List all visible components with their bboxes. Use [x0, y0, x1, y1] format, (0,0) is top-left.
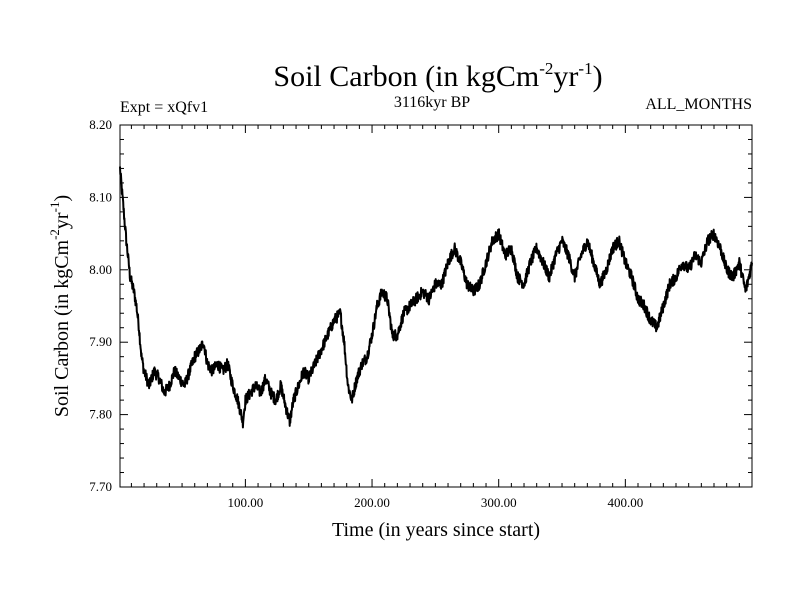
- plot-frame: [119, 124, 753, 488]
- y-tick-label: 7.70: [89, 479, 112, 494]
- chart-title: Soil Carbon (in kgCm-2yr-1): [273, 59, 602, 93]
- y-tick-label: 8.20: [89, 117, 112, 132]
- x-tick-label: 400.00: [607, 495, 643, 510]
- soil-carbon-series-line: [119, 166, 753, 429]
- y-tick-label: 8.10: [89, 189, 112, 204]
- y-axis-label: Soil Carbon (in kgCm-2yr-1): [47, 195, 73, 417]
- y-tick-label: 8.00: [89, 262, 112, 277]
- x-axis-label: Time (in years since start): [332, 519, 540, 541]
- experiment-label: Expt = xQfv1: [120, 99, 208, 116]
- y-tick-label: 7.80: [89, 407, 112, 422]
- months-label: ALL_MONTHS: [645, 96, 752, 113]
- y-tick-label: 7.90: [89, 334, 112, 349]
- x-tick-label: 200.00: [354, 495, 390, 510]
- x-tick-label: 300.00: [481, 495, 517, 510]
- period-label: 3116kyr BP: [394, 94, 470, 111]
- y-axis-ticks: 7.70 7.80 7.90 8.00 8.10 8.20: [89, 117, 752, 494]
- x-tick-label: 100.00: [228, 495, 264, 510]
- x-axis-ticks: 100.00 200.00 300.00 400.00: [130, 125, 740, 510]
